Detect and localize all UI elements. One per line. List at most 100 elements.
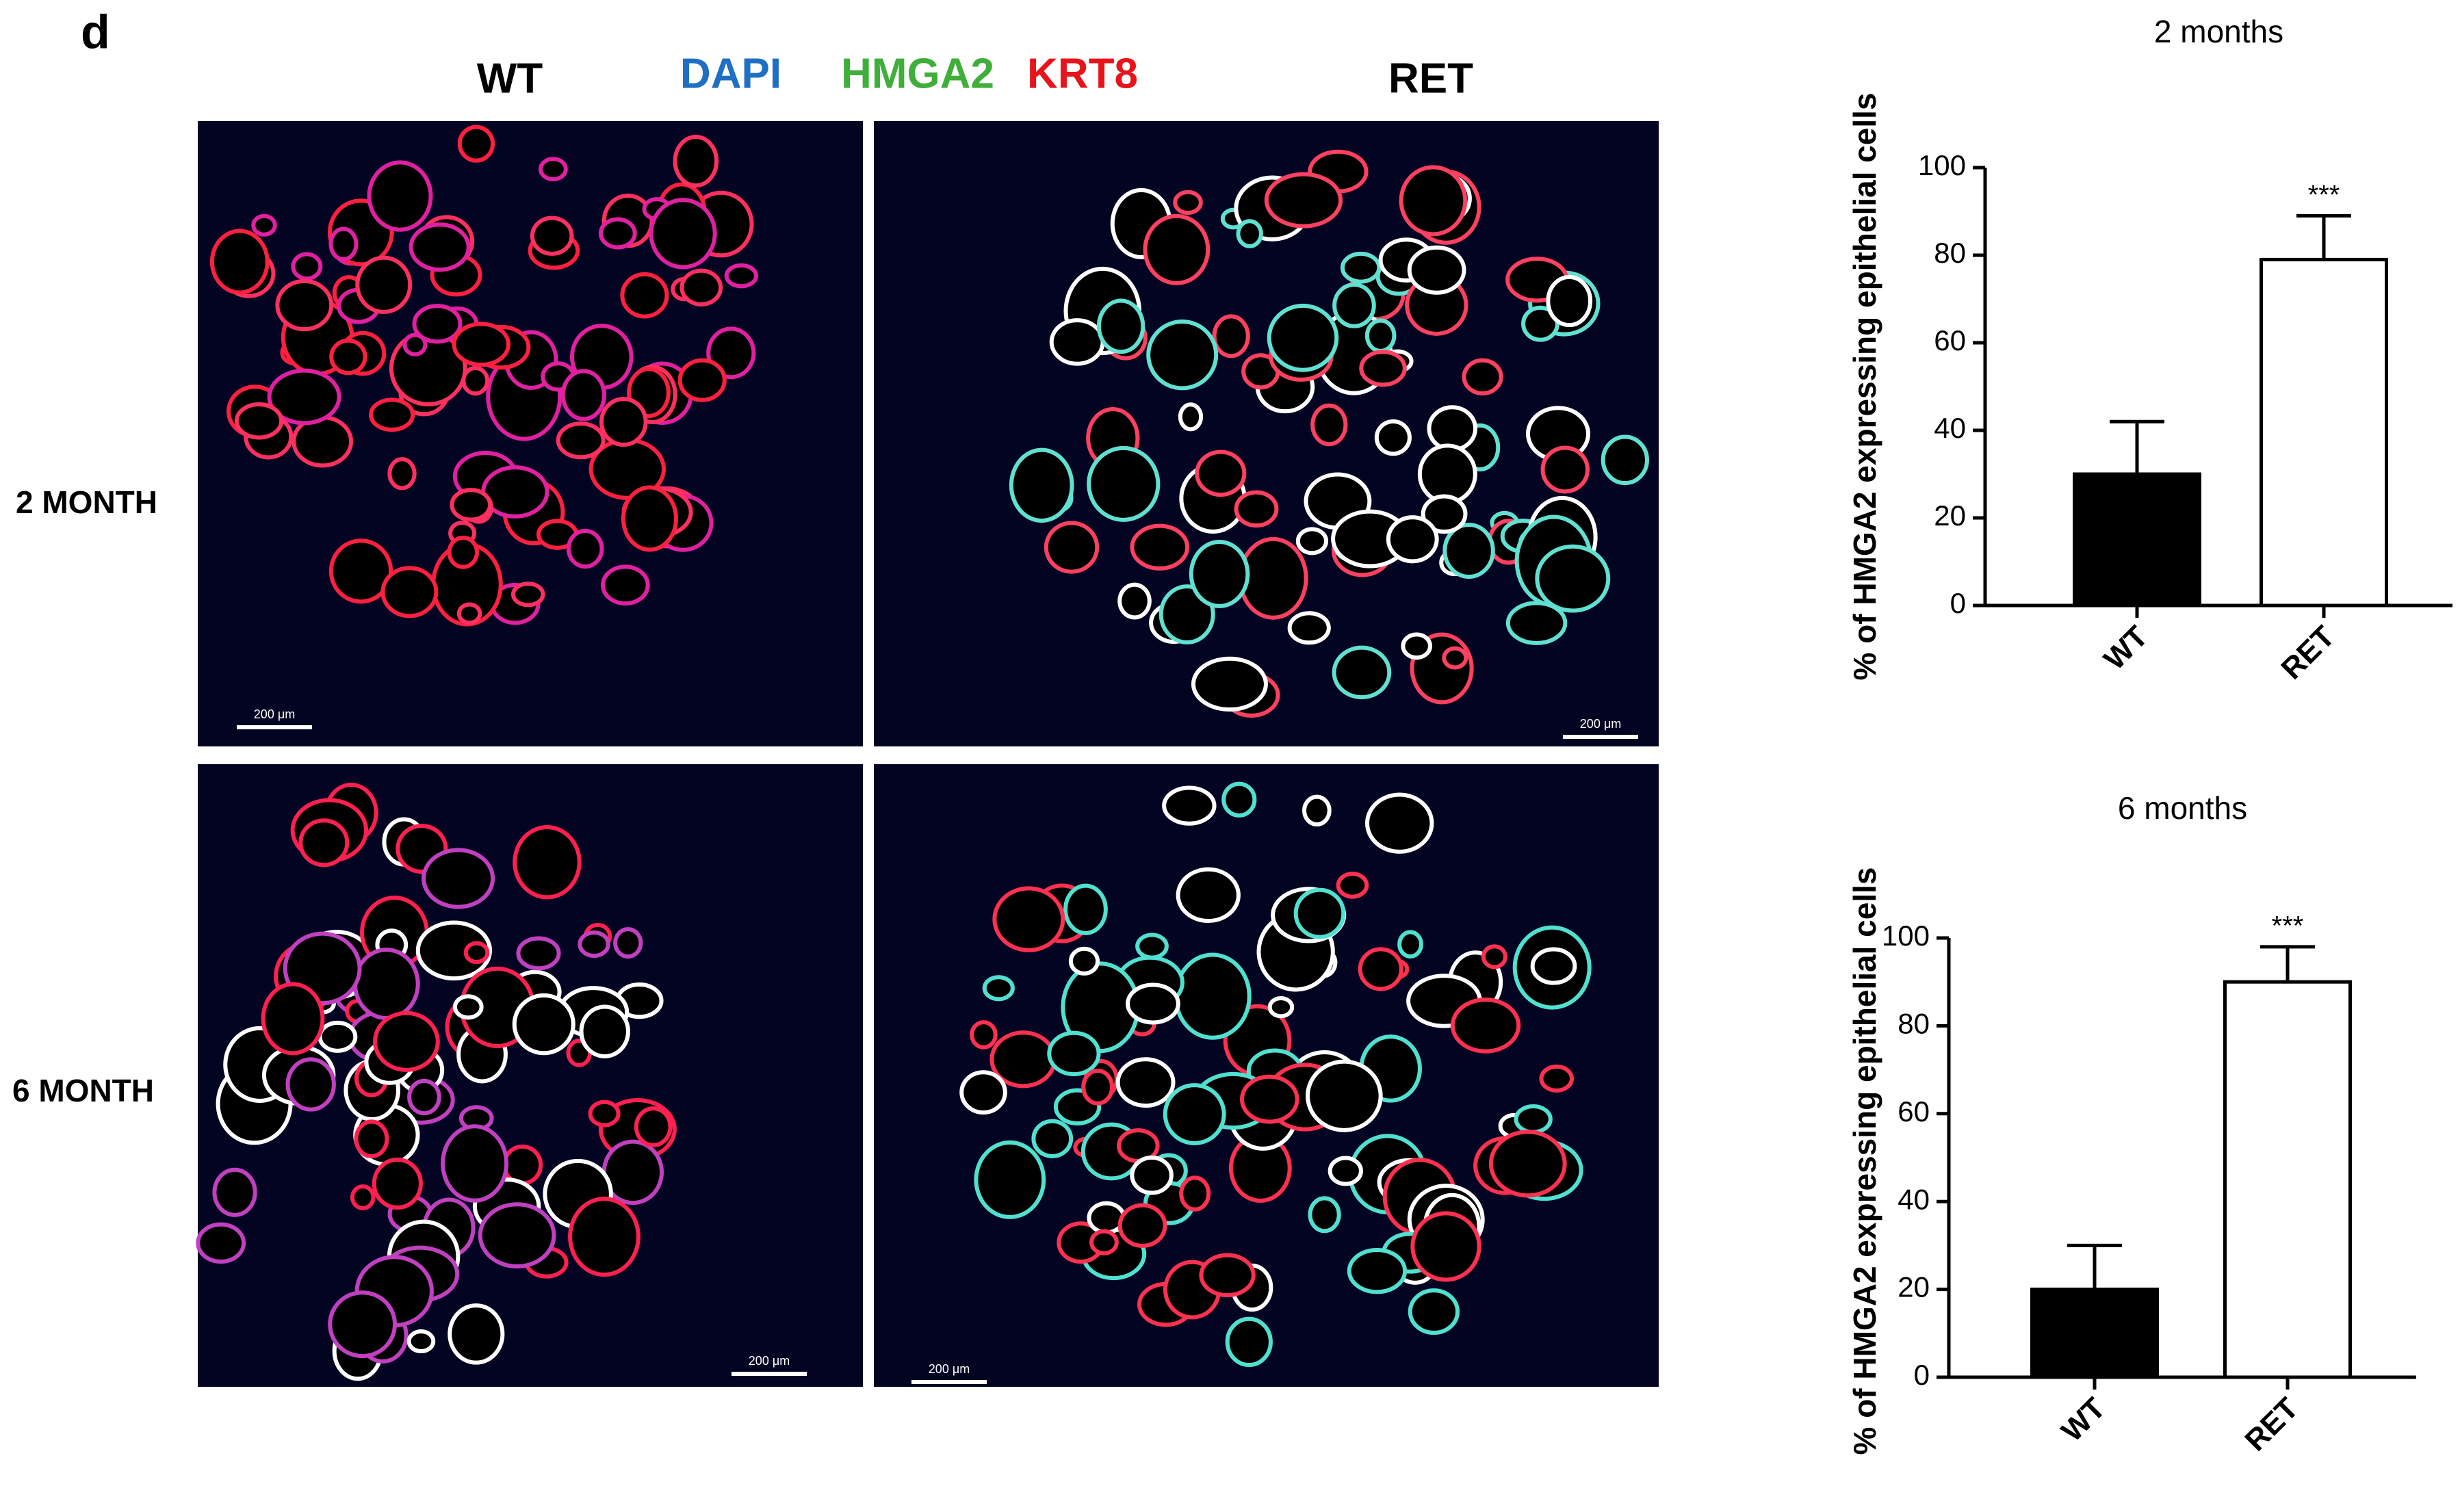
y-tick-label: 80	[1934, 237, 1966, 269]
tissue-ring	[328, 538, 393, 604]
tissue-ring	[1143, 213, 1210, 285]
tissue-ring	[538, 157, 568, 182]
tissue-ring	[1240, 1074, 1299, 1124]
tissue-ring	[621, 485, 678, 552]
y-tick-label: 0	[1914, 1359, 1930, 1391]
y-tick-label: 100	[1882, 920, 1930, 952]
tissue-ring	[1179, 1175, 1211, 1212]
y-tick-label: 80	[1898, 1007, 1930, 1039]
y-axis-label: % of HMGA2 expressing epithelial cells	[1847, 868, 1882, 1455]
tissue-ring	[1601, 434, 1649, 486]
tissue-ring	[1063, 883, 1108, 935]
tissue-ring	[970, 1020, 998, 1050]
tissue-ring	[1386, 515, 1439, 564]
tissue-ring	[1117, 1203, 1167, 1248]
tissue-ring	[1365, 792, 1434, 854]
tissue-ring	[516, 936, 561, 971]
tissue-ring	[441, 1124, 509, 1203]
tissue-ring	[1221, 781, 1257, 818]
tissue-ring	[447, 535, 480, 569]
row-label: 6 MONTH	[12, 1073, 154, 1108]
tissue-ring	[1146, 319, 1219, 391]
tissue-ring	[1514, 1104, 1553, 1134]
y-tick-label: 0	[1950, 587, 1966, 619]
tissue-ring	[450, 488, 493, 522]
tissue-ring	[1328, 1156, 1363, 1186]
y-axis-label: % of HMGA2 expressing epithelial cells	[1847, 93, 1882, 681]
tissue-ring	[209, 229, 270, 295]
tissue-ring	[285, 1057, 336, 1112]
tissue-ring	[267, 368, 341, 426]
tissue-ring	[298, 818, 350, 868]
tissue-ring	[1264, 172, 1343, 229]
tissue-ring	[1189, 539, 1250, 608]
tissue-ring	[1158, 584, 1215, 644]
bar	[2223, 980, 2352, 1379]
tissue-ring	[372, 1157, 423, 1210]
tissue-ring	[613, 927, 643, 959]
tissue-ring	[599, 397, 648, 447]
tissue-ring	[1421, 494, 1468, 534]
tissue-ring	[1427, 405, 1478, 452]
scale-bar-label: 200 μm	[1580, 717, 1621, 731]
tissue-ring	[355, 255, 413, 314]
tissue-ring	[1173, 190, 1203, 216]
tissue-ring	[409, 222, 471, 272]
tissue-ring	[196, 1222, 246, 1264]
tissue-ring	[1332, 283, 1376, 328]
tissue-ring	[620, 272, 669, 319]
tissue-ring	[1195, 449, 1247, 497]
tissue-ring	[1081, 1068, 1115, 1106]
tissue-ring	[406, 1329, 436, 1353]
chart-title: 2 months	[2154, 14, 2283, 49]
tissue-ring	[1267, 995, 1295, 1019]
tissue-ring	[1442, 646, 1468, 670]
stain-label: KRT8	[1027, 50, 1138, 97]
column-label: WT	[477, 55, 543, 102]
tissue-ring	[992, 886, 1065, 952]
y-tick-label: 100	[1918, 149, 1966, 181]
x-tick-label: RET	[2238, 1392, 2305, 1458]
tissue-ring	[234, 402, 284, 440]
tissue-ring	[511, 582, 545, 608]
tissue-ring	[512, 993, 575, 1056]
tissue-ring	[974, 1140, 1046, 1219]
tissue-ring	[478, 1202, 556, 1269]
tissue-ring	[328, 226, 359, 261]
tissue-ring	[1401, 632, 1432, 660]
tissue-ring	[579, 1004, 630, 1058]
tissue-ring	[261, 982, 325, 1056]
tissue-ring	[1162, 785, 1217, 826]
tissue-ring	[1117, 582, 1152, 620]
tissue-ring	[415, 920, 493, 981]
tissue-ring	[1410, 1211, 1481, 1282]
tissue-ring	[1199, 1253, 1256, 1298]
tissue-ring	[1068, 946, 1100, 976]
tissue-ring	[1267, 303, 1339, 372]
tissue-ring	[1125, 982, 1180, 1025]
tissue-ring	[251, 213, 277, 237]
tissue-ring	[1347, 1248, 1408, 1294]
tissue-ring	[367, 160, 433, 232]
column-label: RET	[1388, 55, 1473, 102]
tissue-ring	[1310, 403, 1348, 447]
significance-label: ***	[2308, 180, 2340, 210]
tissue-ring	[1191, 656, 1268, 712]
tissue-ring	[1306, 1059, 1383, 1132]
scale-bar-label: 200 μm	[749, 1354, 790, 1368]
tissue-ring	[1397, 930, 1423, 959]
row-label: 2 MONTH	[16, 484, 157, 520]
tissue-ring	[1212, 314, 1250, 359]
bar	[2260, 257, 2388, 608]
tissue-ring	[1340, 251, 1382, 284]
tissue-ring	[407, 1078, 441, 1116]
panel-label: d	[81, 5, 110, 58]
tissue-ring	[1044, 521, 1100, 574]
tissue-ring	[275, 278, 334, 332]
tissue-ring	[380, 566, 439, 618]
tissue-ring	[634, 1106, 673, 1147]
tissue-ring	[448, 1303, 505, 1365]
tissue-ring	[513, 824, 582, 900]
tissue-ring	[1364, 318, 1397, 353]
significance-label: ***	[2272, 911, 2304, 941]
